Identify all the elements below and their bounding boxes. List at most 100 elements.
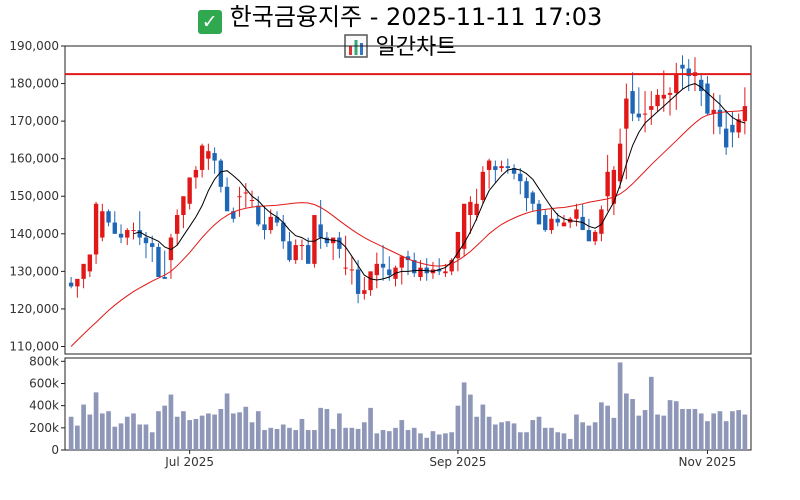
candle-down <box>287 231 292 262</box>
volume-bar <box>230 413 236 450</box>
candle-down <box>511 164 517 180</box>
candle-body <box>156 246 161 277</box>
volume-bar <box>337 413 342 450</box>
volume-bar <box>636 415 642 450</box>
candle-down <box>412 252 417 277</box>
candle-up <box>343 235 348 276</box>
volume-bar <box>87 414 93 450</box>
volume-bar <box>499 422 504 450</box>
price-tick-label: 180,000 <box>9 77 59 91</box>
volume-bar <box>405 430 411 450</box>
candle-down <box>536 200 542 225</box>
volume-bar <box>143 424 149 450</box>
volume-bar <box>206 413 211 450</box>
volume-bar <box>318 407 323 450</box>
candle-body <box>736 119 741 133</box>
volume-bar <box>124 416 130 450</box>
price-tick-label: 140,000 <box>9 227 59 241</box>
volume-bar <box>511 423 517 450</box>
volume-bar <box>549 427 554 450</box>
volume-bar <box>199 415 205 450</box>
candle-body <box>281 222 286 242</box>
candle-body <box>705 83 710 114</box>
candle-body <box>723 128 729 148</box>
volume-bar <box>705 421 710 450</box>
candle-body <box>143 237 149 244</box>
volume-bar <box>692 408 698 450</box>
volume-bar <box>374 433 380 450</box>
price-tick-label: 190,000 <box>9 39 59 53</box>
candle-body <box>561 222 567 227</box>
volume-bar <box>542 427 548 450</box>
volume-bar <box>480 404 486 450</box>
candle-body <box>306 245 311 264</box>
candle-body <box>168 237 174 261</box>
volume-bar <box>274 428 280 450</box>
candle-down <box>505 158 510 174</box>
candle-body <box>599 209 604 234</box>
volume-bar <box>436 434 442 450</box>
candle-down <box>524 177 529 212</box>
price-tick-label: 160,000 <box>9 152 59 166</box>
candle-body <box>100 211 105 238</box>
candle-down <box>586 218 592 242</box>
volume-bar <box>162 405 168 450</box>
volume-bar <box>137 424 143 450</box>
candle-down <box>150 235 155 262</box>
candle-body <box>499 166 504 169</box>
candle-up <box>312 215 317 268</box>
candle-up <box>480 166 486 204</box>
volume-tick-label: 400k <box>29 399 59 413</box>
candle-up <box>667 87 673 116</box>
candle-down <box>717 94 723 135</box>
candle-body <box>243 192 248 194</box>
candle-down <box>424 258 429 281</box>
volume-bar <box>361 422 367 450</box>
candle-down <box>380 245 386 281</box>
candle-body <box>380 263 386 268</box>
volume-bar <box>605 405 610 450</box>
candle-body <box>474 203 479 216</box>
candle-up <box>443 263 448 277</box>
volume-bar <box>68 416 74 450</box>
candle-body <box>187 177 192 204</box>
candle-up <box>742 87 748 135</box>
volume-bar <box>75 425 80 450</box>
volume-axis: 0 200k 400k 600k 800k <box>29 354 65 457</box>
volume-bar <box>517 432 523 450</box>
volume-bar <box>293 430 299 450</box>
candle-up <box>87 254 93 277</box>
volume-bar <box>561 433 567 450</box>
volume-bar <box>355 428 361 450</box>
volume-bar <box>224 393 230 450</box>
price-tick-label: 150,000 <box>9 189 59 203</box>
candle-up <box>362 277 367 300</box>
candle-down <box>162 250 167 279</box>
candle-body <box>711 109 716 114</box>
candle-up <box>642 91 648 133</box>
volume-bar <box>305 430 311 450</box>
volume-bar <box>443 433 448 450</box>
volume-bar <box>455 405 461 450</box>
chart-title: 한국금융지주 - 2025-11-11 17:03 <box>229 3 603 31</box>
moving-average-long-line <box>70 109 745 347</box>
candle-body <box>374 263 379 276</box>
volume-bar <box>174 416 180 450</box>
candle-body <box>486 160 492 170</box>
volume-bar <box>530 420 536 450</box>
date-tick-label: Sep 2025 <box>429 455 486 469</box>
volume-bar <box>586 425 592 450</box>
price-tick-label: 130,000 <box>9 264 59 278</box>
candle-body <box>112 222 117 234</box>
candle-body <box>742 106 748 122</box>
candle-down <box>699 74 704 107</box>
candle-up <box>187 177 192 210</box>
title-row: ✓ 한국금융지주 - 2025-11-11 17:03 <box>0 0 800 34</box>
volume-bar <box>181 411 186 450</box>
candle-body <box>68 282 74 287</box>
candle-body <box>355 269 361 294</box>
candle-up <box>561 215 567 227</box>
volume-bar <box>255 411 261 450</box>
candle-body <box>636 113 642 118</box>
volume-bar <box>99 413 105 450</box>
